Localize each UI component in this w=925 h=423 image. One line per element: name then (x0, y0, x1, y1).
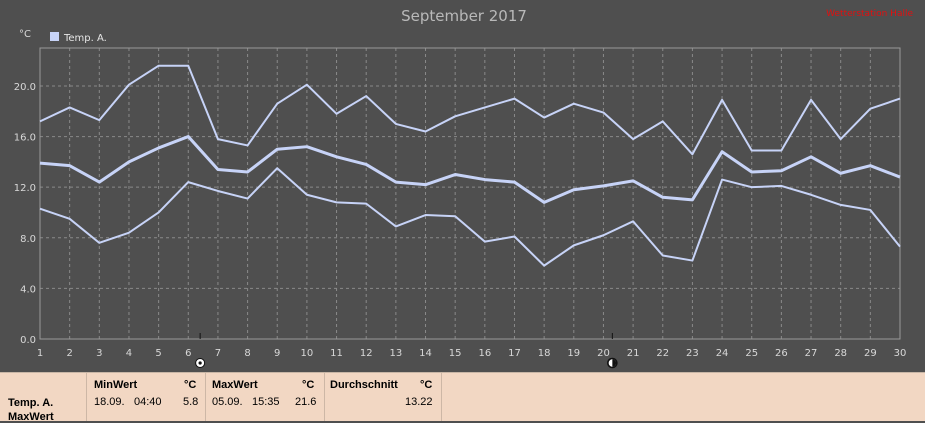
x-tick-label: 16 (478, 348, 491, 359)
legend-label: Temp. A. (63, 33, 107, 44)
x-tick-label: 28 (834, 348, 847, 359)
stats-panel: Temp. A. MaxWert MinWert °C 18.09. 04:40… (0, 372, 925, 423)
avg-header: Durchschnitt (330, 379, 398, 391)
legend-swatch (50, 32, 59, 41)
avg-cell: Durchschnitt °C 13.22 (325, 373, 442, 421)
min-date: 18.09. (94, 396, 125, 408)
x-tick-label: 5 (155, 348, 161, 359)
x-tick-label: 10 (301, 348, 314, 359)
y-axis-unit: °C (19, 29, 31, 40)
avg-value: 13.22 (405, 396, 433, 408)
stats-row-label-2: MaxWert (8, 411, 54, 423)
x-tick-label: 20 (597, 348, 610, 359)
astro-markers (195, 333, 618, 369)
x-tick-label: 6 (185, 348, 191, 359)
stats-row-label: Temp. A. (8, 397, 54, 409)
x-tick-label: 21 (627, 348, 640, 359)
series-line (39, 64, 901, 156)
y-tick-label: 8.0 (20, 234, 36, 245)
min-value: 5.8 (183, 396, 199, 408)
y-tick-label: 12.0 (14, 183, 36, 194)
min-time: 04:40 (134, 396, 162, 408)
y-tick-label: 16.0 (14, 133, 36, 144)
x-tick-label: 7 (215, 348, 221, 359)
y-tick-label: 4.0 (20, 284, 36, 295)
x-tick-label: 19 (567, 348, 580, 359)
chart-title: September 2017 (401, 7, 527, 25)
x-tick-label: 18 (538, 348, 551, 359)
plot-frame (39, 47, 901, 340)
moon-icon-shade (612, 359, 617, 367)
min-unit: °C (184, 379, 197, 391)
x-tick-label: 9 (274, 348, 280, 359)
max-header: MaxWert (212, 379, 258, 391)
stats-row-label-cell: Temp. A. MaxWert (0, 373, 87, 423)
max-cell: MaxWert °C 05.09. 15:35 21.6 (206, 373, 325, 421)
x-tick-label: 15 (449, 348, 462, 359)
y-tick-label: 20.0 (14, 82, 36, 93)
station-label: Wetterstation Halle (826, 9, 913, 19)
series-line (39, 135, 901, 204)
tick-labels: 0.04.08.012.016.020.01 2 3 4 5 6 7 8 9 10 11 12 13 14… (14, 82, 907, 359)
sun-icon-core (198, 361, 202, 365)
min-cell: MinWert °C 18.09. 04:40 5.8 (87, 373, 206, 421)
x-tick-label: 8 (244, 348, 250, 359)
avg-unit: °C (420, 379, 433, 391)
x-tick-label: 14 (419, 348, 432, 359)
x-tick-label: 12 (360, 348, 373, 359)
x-tick-label: 25 (745, 348, 758, 359)
x-tick-label: 11 (330, 348, 343, 359)
x-tick-label: 4 (126, 348, 132, 359)
x-tick-label: 24 (716, 348, 729, 359)
y-tick-label: 0.0 (20, 335, 36, 346)
x-tick-label: 1 (37, 348, 43, 359)
x-tick-label: 13 (389, 348, 402, 359)
series-line (39, 167, 901, 267)
x-tick-label: 3 (96, 348, 102, 359)
x-tick-label: 29 (864, 348, 877, 359)
x-tick-label: 26 (775, 348, 788, 359)
max-value: 21.6 (295, 396, 317, 408)
min-header: MinWert (94, 379, 138, 391)
max-time: 15:35 (252, 396, 280, 408)
x-tick-label: 22 (656, 348, 669, 359)
grid (40, 48, 900, 339)
series-group (39, 64, 901, 267)
x-tick-label: 27 (805, 348, 818, 359)
max-unit: °C (302, 379, 315, 391)
x-tick-label: 23 (686, 348, 699, 359)
x-tick-label: 2 (66, 348, 72, 359)
x-tick-label: 17 (508, 348, 521, 359)
temperature-chart: September 2017 Wetterstation Halle °C Te… (14, 7, 913, 369)
x-tick-label: 30 (894, 348, 907, 359)
max-date: 05.09. (212, 396, 243, 408)
